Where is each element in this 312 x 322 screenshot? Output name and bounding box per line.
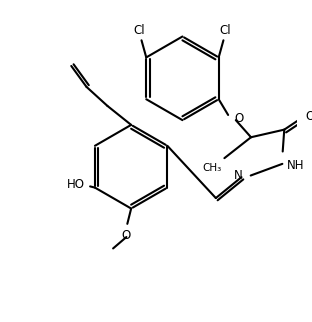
Text: HO: HO xyxy=(66,178,85,191)
Text: O: O xyxy=(234,112,243,125)
Text: CH₃: CH₃ xyxy=(202,163,222,173)
Text: N: N xyxy=(234,169,242,182)
Text: Cl: Cl xyxy=(220,24,231,37)
Text: Cl: Cl xyxy=(134,24,145,37)
Text: NH: NH xyxy=(287,159,305,172)
Text: O: O xyxy=(305,110,312,123)
Text: O: O xyxy=(122,230,131,242)
